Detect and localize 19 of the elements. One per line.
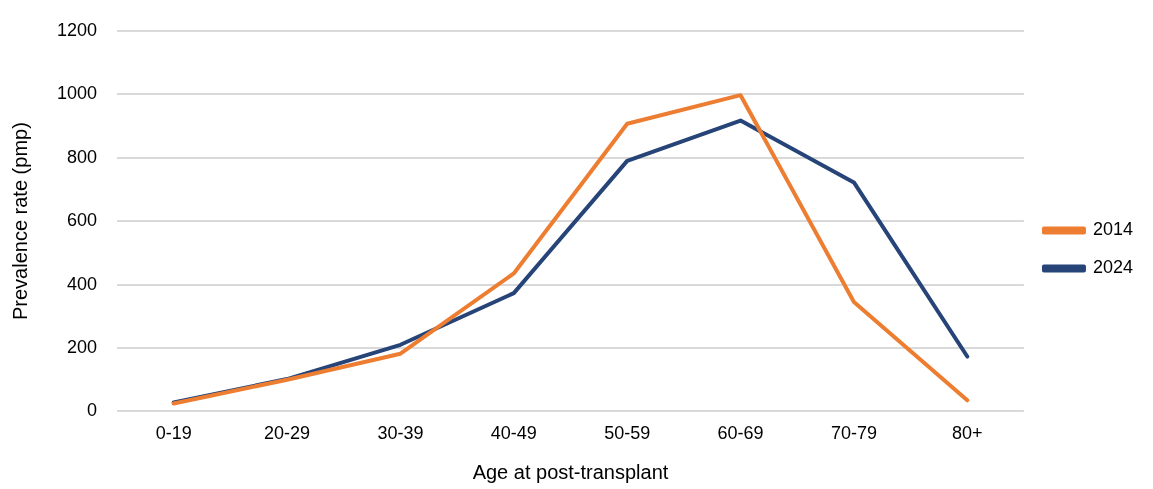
x-tick-label: 20-29 [264,423,311,444]
legend-label: 2014 [1092,219,1133,240]
y-tick-label: 800 [67,146,98,167]
legend-label: 2024 [1092,257,1133,278]
y-tick-label: 1200 [57,19,98,40]
x-axis-title: Age at post-transplant [472,460,669,483]
y-axis-title: Prevalence rate (pmp) [8,122,31,321]
y-tick-label: 200 [67,336,98,357]
x-tick-label: 0-19 [155,423,192,444]
y-tick-label: 600 [67,210,98,231]
x-tick-label: 60-69 [717,423,764,444]
x-tick-label: 30-39 [377,423,424,444]
y-tick-label: 400 [67,273,98,294]
x-tick-label: 40-49 [490,423,537,444]
x-tick-label: 50-59 [604,423,651,444]
y-tick-label: 1000 [57,83,98,104]
y-tick-label: 0 [87,400,98,421]
x-tick-label: 80+ [952,423,983,444]
x-tick-label: 70-79 [830,423,877,444]
